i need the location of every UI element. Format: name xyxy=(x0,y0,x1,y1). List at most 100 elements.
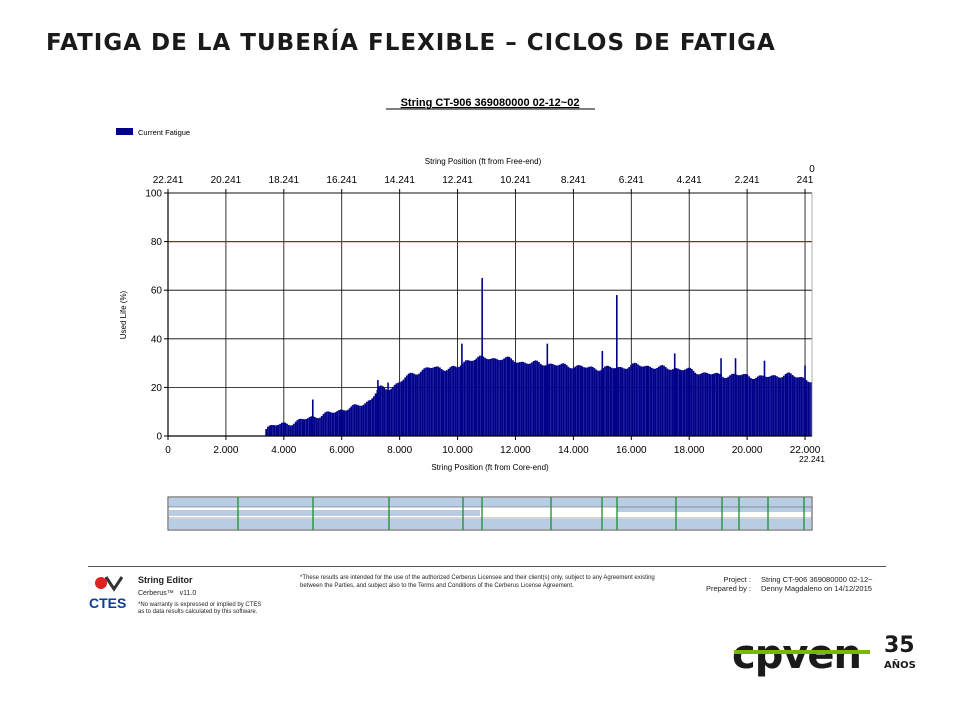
fatigue-bar xyxy=(583,367,585,436)
fatigue-bar xyxy=(491,358,493,436)
fatigue-bar xyxy=(287,424,290,436)
fatigue-bar xyxy=(510,358,512,436)
fatigue-bar xyxy=(586,367,589,436)
fatigue-bar xyxy=(569,368,572,436)
fatigue-bar xyxy=(440,369,443,436)
x-tick-label: 0 xyxy=(165,445,171,456)
fatigue-bar xyxy=(275,425,278,436)
fatigue-bar xyxy=(359,405,361,436)
fatigue-bar xyxy=(515,362,518,436)
fatigue-bar xyxy=(638,365,641,436)
fatigue-bar xyxy=(750,378,752,436)
fatigue-bar xyxy=(279,423,281,436)
fatigue-bar xyxy=(315,417,318,436)
fatigue-bar xyxy=(711,374,714,436)
fatigue-bar xyxy=(753,378,756,436)
fatigue-bar xyxy=(624,368,627,436)
fatigue-bar xyxy=(421,369,424,436)
fatigue-bar xyxy=(777,377,780,436)
fatigue-bar xyxy=(326,411,328,436)
table-row-mid-right xyxy=(617,507,811,512)
fatigue-bar xyxy=(588,366,591,436)
fatigue-bar xyxy=(715,372,717,436)
fatigue-bar xyxy=(565,365,568,436)
x-tick-label: 20.000 xyxy=(732,445,763,456)
x2-tick-label: 241 xyxy=(797,175,814,186)
x-axis-label: String Position (ft from Core-end) xyxy=(431,463,549,472)
x-tick-label: 22.000 xyxy=(790,445,821,456)
fatigue-bar xyxy=(505,357,507,436)
fatigue-bar xyxy=(265,429,268,436)
fatigue-spike xyxy=(601,350,604,436)
fatigue-bar xyxy=(784,374,787,436)
fatigue-bar xyxy=(600,369,603,436)
fatigue-bar xyxy=(732,373,735,436)
fatigue-bar xyxy=(560,363,563,436)
fatigue-bar xyxy=(765,376,768,436)
fatigue-bar xyxy=(331,412,334,436)
fatigue-bar xyxy=(503,358,506,436)
fatigue-bar xyxy=(338,410,340,436)
y-tick-label: 20 xyxy=(151,383,163,394)
project-value: String CT-906 369080000 02-12~ xyxy=(761,575,873,584)
fatigue-bar xyxy=(473,360,476,436)
x2-tick-label: 2.241 xyxy=(735,175,760,186)
fatigue-bar xyxy=(426,367,429,436)
fatigue-bar xyxy=(609,366,612,436)
fatigue-bar xyxy=(647,365,650,436)
x2-tick-label: 16.241 xyxy=(326,175,357,186)
fatigue-bar xyxy=(807,381,810,436)
fatigue-bar xyxy=(713,373,716,436)
fatigue-bar xyxy=(591,366,594,436)
x-tick-label: 8.000 xyxy=(387,445,412,456)
fatigue-bar xyxy=(270,424,273,436)
fatigue-bar xyxy=(550,363,552,436)
fatigue-bar xyxy=(781,377,784,436)
fatigue-bar xyxy=(333,412,335,436)
fatigue-bar xyxy=(767,376,770,436)
fatigue-bar xyxy=(447,368,450,436)
fatigue-bar xyxy=(551,364,554,436)
fatigue-bar xyxy=(511,360,514,436)
fatigue-bar xyxy=(268,425,271,436)
fatigue-bar xyxy=(640,366,643,436)
fatigue-bar xyxy=(348,408,351,436)
fatigue-bar xyxy=(294,421,297,436)
fatigue-spike xyxy=(673,353,676,436)
fatigue-bar xyxy=(286,423,288,436)
fatigue-bar xyxy=(430,367,433,436)
fatigue-bar xyxy=(590,366,592,436)
fatigue-bar xyxy=(682,370,684,436)
footer-disclaimer: *These results are intended for the use … xyxy=(300,575,710,590)
fatigue-bar xyxy=(425,367,427,436)
fatigue-bar xyxy=(584,367,587,436)
warranty-line-2: as to data results calculated by this so… xyxy=(138,609,258,615)
fatigue-bar xyxy=(654,368,657,436)
x-tick-label: 10.000 xyxy=(442,445,473,456)
fatigue-bar xyxy=(743,373,745,436)
fatigue-bar xyxy=(409,372,412,436)
fatigue-bar xyxy=(487,359,490,436)
fatigue-bar xyxy=(644,366,646,436)
x-tick-label: 14.000 xyxy=(558,445,589,456)
fatigue-spike xyxy=(734,358,737,436)
fatigue-bar xyxy=(313,416,316,436)
fatigue-bar xyxy=(451,366,453,436)
fatigue-bar xyxy=(439,367,441,436)
fatigue-bar xyxy=(317,418,320,436)
fatigue-bar xyxy=(374,393,377,436)
fatigue-bar xyxy=(697,374,700,436)
fatigue-bar xyxy=(524,362,526,436)
fatigue-bar xyxy=(626,368,629,436)
fatigue-bar xyxy=(517,362,519,436)
fatigue-bar xyxy=(360,405,363,436)
fatigue-bar xyxy=(678,369,681,436)
fatigue-bar xyxy=(769,376,771,436)
fatigue-bar xyxy=(534,360,537,436)
fatigue-bar xyxy=(630,365,632,436)
fatigue-bar xyxy=(649,366,651,436)
fatigue-bar xyxy=(805,380,808,436)
fatigue-bar xyxy=(527,363,530,436)
fatigue-bar xyxy=(327,411,330,436)
fatigue-bar xyxy=(520,361,523,436)
